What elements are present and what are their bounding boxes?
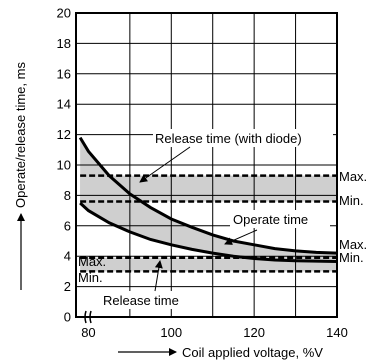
y-tick-label-14: 14 [57, 97, 71, 112]
x-tick-label-80: 80 [81, 325, 95, 340]
plot-frame [75, 12, 338, 318]
y-tick-label-16: 16 [57, 66, 71, 81]
min-label-operate: Min. [339, 250, 364, 265]
operate-label: Operate time [233, 212, 308, 227]
y-tick-label-0: 0 [64, 310, 71, 325]
max-label-operate: Max. [339, 237, 367, 252]
axis-break-mark [84, 310, 92, 324]
min-label-diode: Min. [339, 193, 364, 208]
grid [76, 13, 337, 317]
x-axis-label: Coil applied voltage, %V [182, 345, 323, 360]
operate-time-min-curve [79, 201, 338, 264]
y-tick-label-18: 18 [57, 36, 71, 51]
operate-time-band [80, 137, 338, 262]
x-tick-label-100: 100 [160, 325, 182, 340]
release-label: Release time [103, 293, 179, 308]
x-tick-label-120: 120 [243, 325, 265, 340]
max-label-diode: Max. [339, 169, 367, 184]
release-diode-band [80, 175, 338, 202]
min-label-release: Min. [78, 270, 103, 285]
y-tick-label-4: 4 [64, 249, 71, 264]
y-tick-label-8: 8 [64, 188, 71, 203]
y-axis-label: Operate/release time, ms [13, 62, 28, 208]
y-tick-label-6: 6 [64, 218, 71, 233]
x-tick-label-140: 140 [326, 325, 348, 340]
y-tick-label-12: 12 [57, 127, 71, 142]
y-tick-label-2: 2 [64, 279, 71, 294]
operate-time-max-curve [78, 136, 338, 255]
data-lines [78, 136, 338, 273]
release-diode-pointer [139, 146, 191, 183]
max-label-release: Max. [78, 254, 106, 269]
release-diode-label-bg [153, 129, 333, 147]
release-pointer [154, 260, 163, 292]
y-tick-label-20: 20 [57, 6, 71, 21]
y-tick-label-10: 10 [57, 158, 71, 173]
release-diode-label: Release time (with diode) [155, 131, 302, 146]
tick-labels: 0 2 4 6 8 10 12 14 16 18 20 80 100 120 140 [57, 6, 348, 341]
release-label-bg [101, 291, 199, 309]
operate-pointer [224, 229, 258, 245]
operate-label-bg [230, 210, 330, 228]
